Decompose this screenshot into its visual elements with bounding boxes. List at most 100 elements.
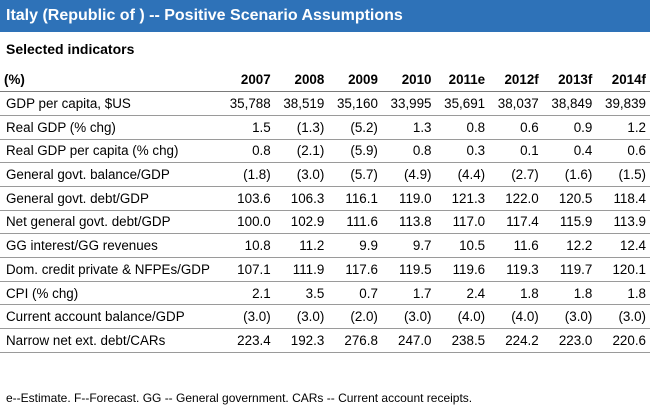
table-cell: 38,037 [489,91,543,116]
table-cell: 38,849 [542,91,597,116]
table-cell: 0.8 [221,139,275,164]
table-cell: 1.8 [596,281,650,306]
page-title: Italy (Republic of ) -- Positive Scenari… [0,0,650,32]
table-cell: 9.9 [328,233,382,258]
column-header: 2012f [489,68,543,93]
table-cell: (2.0) [328,304,382,330]
table-cell: 35,691 [435,91,490,116]
table-cell: 100.0 [221,210,275,235]
table-cell: (2.7) [489,162,543,187]
table-cell: 0.8 [435,115,490,140]
row-label: General govt. balance/GDP [0,162,222,187]
table-cell: (5.2) [328,115,382,140]
table-cell: 11.6 [489,233,543,258]
table-cell: (1.8) [221,162,275,187]
table-cell: 224.2 [489,328,543,353]
table-cell: 238.5 [435,328,490,353]
column-header: 2007 [221,68,275,93]
table-cell: 192.3 [274,328,329,353]
table-cell: 111.6 [328,210,382,235]
table-cell: 115.9 [542,210,597,235]
table-cell: 119.3 [489,257,543,282]
row-label: GDP per capita, $US [0,91,222,116]
table-cell: (4.9) [381,162,436,187]
table-cell: 118.4 [596,186,650,211]
table-cell: 35,788 [221,91,275,116]
table-cell: 33,995 [381,91,436,116]
row-label: General govt. debt/GDP [0,186,222,211]
table-cell: 103.6 [221,186,275,211]
table-cell: 0.3 [435,139,490,164]
table-row: General govt. debt/GDP 103.6 106.3 116.1 119… [0,186,650,211]
table-row: Current account balance/GDP (3.0) (3.0) (2.… [0,304,650,330]
table-cell: 38,519 [274,91,329,116]
row-label: Net general govt. debt/GDP [0,210,222,235]
table-cell: (3.0) [274,304,329,330]
table-cell: 0.8 [381,139,436,164]
table-cell: 12.4 [596,233,650,258]
table-cell: 119.5 [381,257,436,282]
table-cell: 220.6 [596,328,650,353]
table-cell: (3.0) [381,304,436,330]
table-cell: (5.7) [328,162,382,187]
row-label: Dom. credit private & NFPEs/GDP [0,257,222,282]
column-header: 2011e [435,68,490,93]
table-cell: (4.0) [489,304,543,330]
table-cell: 247.0 [381,328,436,353]
column-header: (%) [0,68,222,93]
table-cell: 119.6 [435,257,490,282]
table-cell: 111.9 [274,257,329,282]
table-cell: 0.6 [489,115,543,140]
table-cell: 0.4 [542,139,597,164]
column-header: 2008 [274,68,329,93]
table-cell: 107.1 [221,257,275,282]
table-cell: 35,160 [328,91,382,116]
column-header: 2013f [542,68,597,93]
table-cell: (4.0) [435,304,490,330]
row-label: GG interest/GG revenues [0,233,222,258]
table-cell: 122.0 [489,186,543,211]
row-label: Real GDP (% chg) [0,115,222,140]
table-cell: 276.8 [328,328,382,353]
table-row: Narrow net ext. debt/CARs 223.4 192.3 276.8… [0,328,650,353]
table-cell: (3.0) [274,162,329,187]
table-cell: 12.2 [542,233,597,258]
table-row: CPI (% chg) 2.1 3.5 0.7 1.7 2.4 1.8 1.8 1.8 [0,281,650,306]
table-row: Net general govt. debt/GDP 100.0 102.9 111.… [0,210,650,235]
column-header: 2014f [596,68,650,93]
table-cell: (2.1) [274,139,329,164]
row-label: Narrow net ext. debt/CARs [0,328,222,353]
table-row: General govt. balance/GDP (1.8) (3.0) (5.7)… [0,162,650,187]
table-cell: 11.2 [274,233,329,258]
table-cell: 1.8 [489,281,543,306]
table-cell: 39,839 [596,91,650,116]
row-label: Current account balance/GDP [0,304,222,330]
table-cell: 10.5 [435,233,490,258]
table-cell: 102.9 [274,210,329,235]
table-cell: 1.2 [596,115,650,140]
table-cell: 1.5 [221,115,275,140]
table-cell: (3.0) [221,304,275,330]
table-cell: 3.5 [274,281,329,306]
table-cell: 2.4 [435,281,490,306]
table-cell: 9.7 [381,233,436,258]
table-cell: (1.6) [542,162,597,187]
row-label: Real GDP per capita (% chg) [0,139,222,164]
table-row: Real GDP per capita (% chg) 0.8 (2.1) (5.9)… [0,139,650,164]
column-header: 2010 [381,68,436,93]
table-cell: 0.7 [328,281,382,306]
table-cell: (4.4) [435,162,490,187]
table-cell: 1.8 [542,281,597,306]
table-cell: (3.0) [596,304,650,330]
table-cell: 121.3 [435,186,490,211]
footnote: e--Estimate. F--Forecast. GG -- General … [6,391,473,405]
table-cell: (1.3) [274,115,329,140]
table-cell: 2.1 [221,281,275,306]
indicators-table: (%) 2007 2008 2009 2010 2011e 2012f 2013… [0,68,650,353]
row-label: CPI (% chg) [0,281,222,306]
section-subtitle: Selected indicators [6,41,135,57]
table-cell: 0.9 [542,115,597,140]
table-cell: 116.1 [328,186,382,211]
table-cell: 119.0 [381,186,436,211]
table-cell: 113.8 [381,210,436,235]
